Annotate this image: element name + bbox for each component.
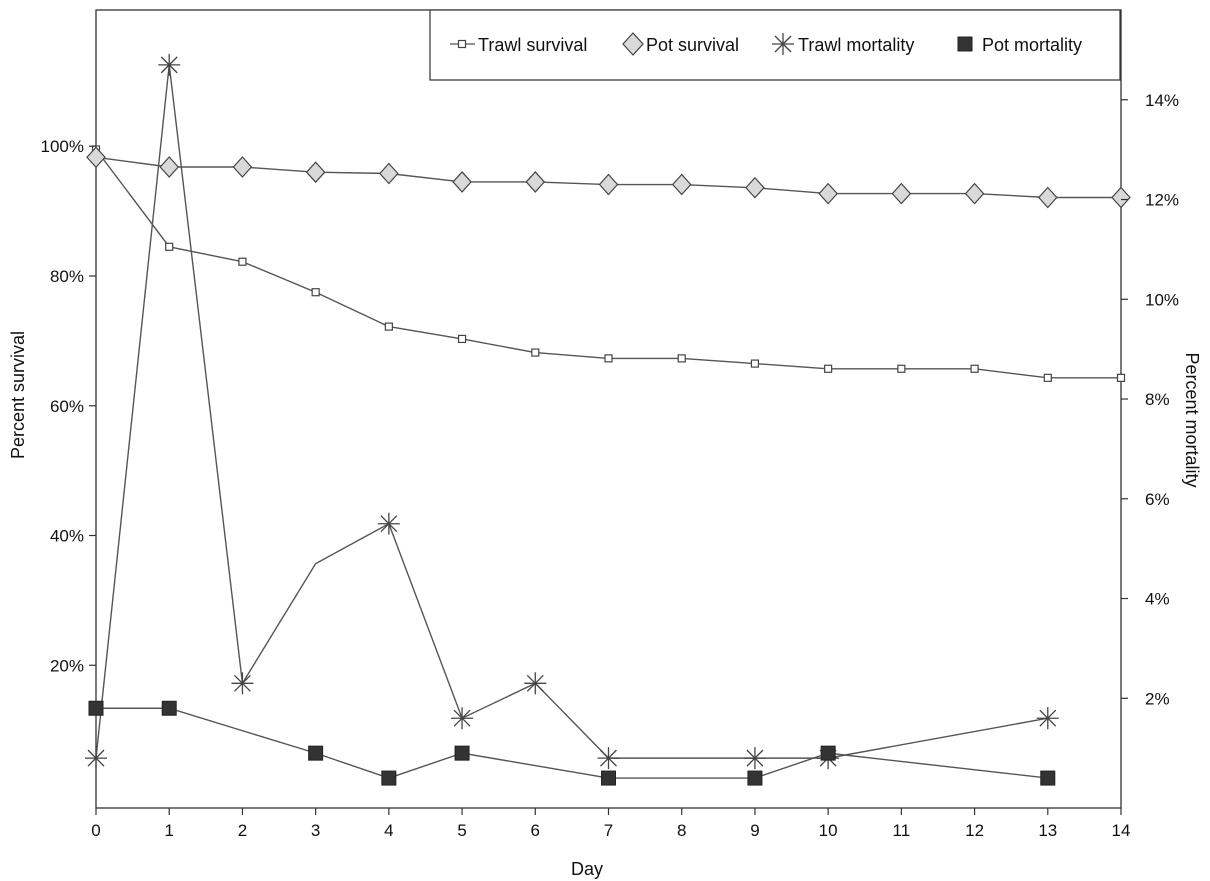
pot-mortality-point [88,700,104,716]
pot-mortality-point [747,770,763,786]
trawl-mortality-point [743,747,766,770]
pot-survival-point [1111,186,1131,209]
pot-mortality-point [161,700,177,716]
y-right-tick-label: 12% [1145,191,1179,210]
trawl-survival-point [311,288,320,297]
y-right-tick-label: 8% [1145,390,1170,409]
legend-box [429,9,1121,81]
plot-border [95,9,1122,809]
x-tick-label: 1 [164,821,173,840]
x-tick-label: 8 [677,821,686,840]
y-right-tick-label: 6% [1145,490,1170,509]
trawl-survival-point [677,354,686,363]
pot-survival-point [452,171,472,193]
trawl-mortality-point [85,747,107,770]
pot-survival-point [818,182,838,205]
legend-trawl-survival-marker [457,39,467,49]
pot-survival-point [232,156,253,178]
trawl-survival-point [824,364,833,373]
plot-frame [95,9,1122,809]
pot-survival-point [671,173,692,196]
pot-mortality-point [454,745,470,761]
legend-trawl-mortality-label: Trawl mortality [798,35,914,55]
x-tick-label: 10 [819,821,838,840]
x-tick-label: 4 [384,821,393,840]
trawl-mortality-point [597,747,620,770]
trawl-mortality-point [1036,707,1059,730]
x-tick-label: 6 [531,821,540,840]
y-right-tick-label: 2% [1145,689,1170,708]
trawl-mortality-point [231,672,254,695]
y-right-tick-label: 14% [1145,91,1179,110]
x-tick-label: 9 [750,821,759,840]
pot-survival-point [159,156,180,178]
trawl-survival-point [238,257,247,266]
y-axis-left-title: Percent survival [8,331,28,459]
tick-layer: 0 1 2 3 4 5 6 7 8 9 10 11 12 13 1420%40%60%80%100%2%4%… [41,91,1180,840]
trawl-survival-point [970,364,979,373]
y-left-tick-label: 40% [50,527,84,546]
pot-survival-point [1037,186,1058,209]
trawl-survival-point [165,242,174,251]
series-layer [85,53,1131,786]
pot-mortality-point [820,745,836,761]
y-right-tick-label: 4% [1145,590,1170,609]
trawl-mortality-point [524,672,547,695]
pot-mortality-point [308,745,324,761]
trawl-survival-point [1116,373,1126,382]
y-axis-right-title: Percent mortality [1182,352,1202,487]
pot-survival-point [598,173,619,196]
y-left-tick-label: 20% [50,656,84,675]
pot-survival-point [745,176,765,199]
trawl-survival-point [457,334,467,344]
x-tick-label: 11 [893,821,911,840]
y-left-tick-label: 60% [50,397,84,416]
legend-pot-survival-label: Pot survival [646,35,739,55]
x-tick-label: 14 [1112,821,1131,840]
pot-mortality-point [601,770,616,786]
trawl-survival-point [604,354,613,363]
legend-pot-mortality-marker [957,36,973,52]
y-left-tick-label: 80% [50,267,84,286]
x-tick-label: 13 [1038,821,1057,840]
trawl-survival-point [897,364,906,373]
pot-mortality-point [381,770,397,786]
pot-survival-point [86,146,106,169]
trawl-mortality-point [158,53,181,76]
legend-pot-survival-marker [622,32,644,56]
trawl-survival-point [531,348,540,357]
pot-mortality-line [96,707,1048,779]
legend-trawl-mortality-marker [772,33,794,55]
trawl-mortality-point [451,707,474,730]
legend-trawl-survival-label: Trawl survival [478,35,587,55]
pot-survival-point [525,171,546,193]
pot-survival-point [964,182,985,205]
legend: Trawl survival Pot survival Trawl mortal… [429,9,1121,81]
x-tick-label: 0 [91,821,100,840]
y-left-tick-label: 100% [41,137,84,156]
pot-survival-point [891,182,912,205]
trawl-survival-point [750,359,760,368]
x-axis-title: Day [571,859,603,879]
trawl-survival-point [384,322,393,331]
pot-survival-point [305,161,326,184]
pot-survival-point [379,162,399,185]
x-tick-label: 3 [311,821,320,840]
legend-pot-mortality-label: Pot mortality [982,35,1082,55]
x-tick-label: 5 [457,821,466,840]
y-right-tick-label: 10% [1145,290,1179,309]
x-tick-label: 7 [604,821,613,840]
trawl-survival-point [1043,373,1052,382]
trawl-mortality-point [377,512,400,535]
x-tick-label: 12 [965,821,984,840]
x-tick-label: 2 [238,821,247,840]
pot-mortality-point [1040,770,1056,786]
